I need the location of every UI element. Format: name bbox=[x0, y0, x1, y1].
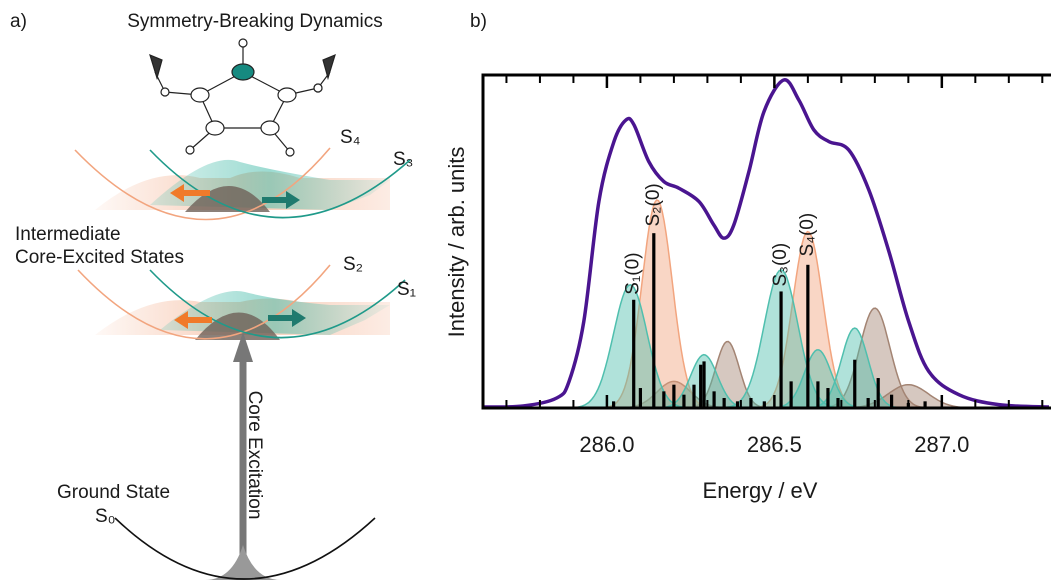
stick bbox=[826, 388, 830, 408]
ground-label: Ground State bbox=[57, 482, 170, 503]
plot: S₁(0) S₂(0) S₃(0) S₄(0) 286.0 286.5 287.0 bbox=[481, 73, 1051, 457]
stick bbox=[692, 384, 696, 408]
section-label: Core-Excited States bbox=[15, 247, 184, 268]
stick bbox=[889, 394, 894, 408]
state-label: S₁ bbox=[397, 279, 416, 300]
plot-frame bbox=[481, 73, 1051, 410]
x-tick-label: 287.0 bbox=[914, 432, 969, 457]
stick bbox=[789, 381, 793, 408]
total-spectrum bbox=[483, 78, 1049, 408]
excitation-arrowhead bbox=[233, 332, 253, 362]
state-label: S₃ bbox=[393, 149, 413, 170]
stick bbox=[779, 291, 783, 408]
stick bbox=[712, 391, 716, 408]
bands bbox=[483, 199, 1049, 408]
stick bbox=[612, 401, 616, 408]
x-axis-label: Energy / eV bbox=[703, 478, 818, 503]
stick bbox=[853, 359, 857, 408]
stick bbox=[638, 388, 643, 408]
panel-label: b) bbox=[470, 11, 487, 32]
panel-label: a) bbox=[10, 11, 27, 32]
stick bbox=[762, 401, 766, 408]
stick bbox=[923, 401, 927, 408]
state-label: S₀ bbox=[95, 506, 116, 527]
x-tick-label: 286.5 bbox=[747, 432, 802, 457]
band bbox=[483, 230, 1049, 408]
stick bbox=[702, 361, 706, 408]
stick bbox=[876, 378, 880, 408]
stick bbox=[749, 398, 753, 408]
stick bbox=[699, 364, 703, 408]
stick bbox=[836, 398, 840, 408]
stick bbox=[806, 264, 810, 408]
section-label: Intermediate bbox=[15, 224, 121, 245]
stick bbox=[652, 233, 656, 408]
stick bbox=[735, 401, 740, 408]
stick bbox=[722, 398, 726, 408]
schematic-title: Symmetry-Breaking Dynamics bbox=[127, 11, 383, 32]
x-tick-label: 286.0 bbox=[579, 432, 634, 457]
schematic: a) Symmetry-Breaking Dynamics S₄ S₃ Inte… bbox=[10, 11, 416, 580]
ground-wavepacket bbox=[205, 545, 281, 580]
peak-label: S₁(0) bbox=[623, 252, 644, 294]
y-axis-label: Intensity / arb. units bbox=[444, 147, 469, 338]
excitation-label: Core Excitation bbox=[244, 391, 265, 520]
stick bbox=[632, 299, 636, 408]
ground-surface bbox=[114, 517, 376, 580]
stick bbox=[682, 394, 686, 408]
stick bbox=[672, 384, 676, 408]
state-label: S₄ bbox=[340, 127, 361, 148]
stick bbox=[662, 391, 666, 408]
peak-label: S₂(0) bbox=[643, 183, 664, 226]
state-label: S₂ bbox=[343, 254, 363, 275]
peak-label: S₄(0) bbox=[797, 213, 818, 257]
stick bbox=[816, 381, 820, 408]
lower-surfaces bbox=[77, 264, 406, 340]
band bbox=[483, 268, 1049, 408]
peak-label: S₃(0) bbox=[770, 243, 791, 287]
stick bbox=[866, 398, 870, 408]
upper-surfaces bbox=[74, 147, 411, 221]
molecule bbox=[149, 38, 336, 157]
